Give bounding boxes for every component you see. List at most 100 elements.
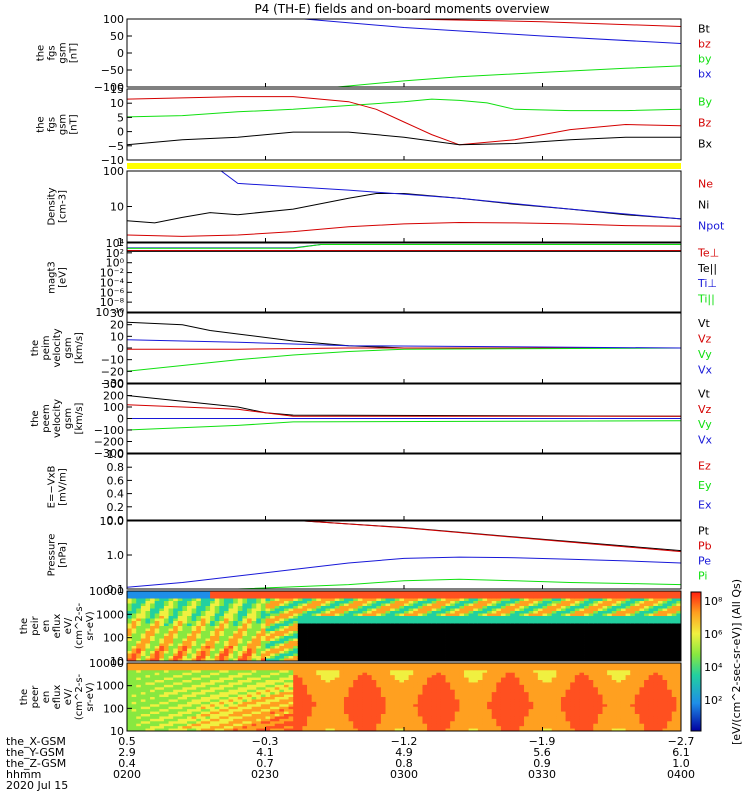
heatmap-cell [542, 656, 548, 659]
heatmap-cell [667, 658, 673, 662]
heatmap-cell [353, 694, 359, 698]
heatmap-cell [140, 613, 146, 617]
heatmap-cell [251, 658, 257, 662]
heatmap-cell [196, 658, 202, 662]
heatmap-cell [293, 721, 299, 725]
heatmap-cell [214, 603, 220, 607]
heatmap-cell [528, 656, 534, 659]
heatmap-cell [482, 601, 488, 604]
heatmap-cell [570, 591, 576, 594]
heatmap-cell [653, 656, 659, 659]
heatmap-cell [187, 638, 193, 642]
heatmap-cell [311, 638, 317, 642]
heatmap-cell [385, 656, 391, 659]
heatmap-cell [440, 591, 446, 594]
heatmap-cell [607, 631, 613, 634]
heatmap-cell [283, 723, 289, 727]
heatmap-cell [390, 593, 396, 597]
heatmap-cell [537, 618, 543, 622]
heatmap-cell [339, 670, 345, 674]
heatmap-cell [237, 714, 243, 717]
heatmap-cell [560, 651, 566, 654]
heatmap-cell [173, 641, 179, 644]
heatmap-cell [214, 616, 220, 619]
heatmap-cell [182, 680, 188, 683]
heatmap-cell [196, 616, 202, 619]
heatmap-cell [163, 603, 169, 607]
heatmap-cell [187, 672, 193, 676]
heatmap-cell [371, 641, 377, 644]
heatmap-cell [182, 687, 188, 691]
heatmap-cell [182, 694, 188, 698]
heatmap-cell [570, 623, 576, 627]
heatmap-cell [385, 596, 391, 599]
heatmap-cell [279, 692, 285, 695]
heatmap-cell [514, 591, 520, 594]
heatmap-cell [574, 596, 580, 599]
heatmap-cell [260, 665, 266, 669]
heatmap-cell [343, 726, 349, 729]
heatmap-cell [150, 611, 156, 614]
heatmap-cell [537, 608, 543, 612]
heatmap-cell [334, 598, 340, 602]
heatmap-cell [168, 636, 174, 639]
heatmap-cell [136, 643, 142, 647]
heatmap-cell [676, 616, 682, 619]
heatmap-cell [270, 716, 276, 720]
heatmap-cell [131, 643, 137, 647]
heatmap-cell [136, 653, 142, 657]
heatmap-cell [283, 636, 289, 639]
heatmap-cell [173, 613, 179, 617]
heatmap-cell [611, 628, 617, 632]
heatmap-cell [376, 633, 382, 637]
heatmap-cell [334, 648, 340, 652]
heatmap-cell [316, 593, 322, 597]
heatmap-cell [320, 687, 326, 691]
heatmap-cell [307, 665, 313, 669]
heatmap-cell [293, 677, 299, 681]
heatmap-cell [196, 598, 202, 602]
heatmap-cell [547, 633, 553, 637]
heatmap-cell [339, 721, 345, 725]
heatmap-cell [159, 598, 165, 602]
heatmap-cell [427, 631, 433, 634]
heatmap-cell [270, 638, 276, 642]
heatmap-cell [145, 714, 151, 717]
heatmap-cell [616, 618, 622, 622]
heatmap-cell [237, 675, 243, 678]
heatmap-cell [288, 672, 294, 676]
heatmap-cell [570, 656, 576, 659]
heatmap-cell [648, 638, 654, 642]
heatmap-cell [408, 598, 414, 602]
heatmap-cell [233, 709, 239, 712]
heatmap-cell [556, 611, 562, 614]
heatmap-cell [177, 714, 183, 717]
heatmap-cell [464, 656, 470, 659]
heatmap-cell [519, 613, 525, 617]
heatmap-cell [348, 648, 354, 652]
heatmap-cell [270, 667, 276, 671]
heatmap-cell [163, 648, 169, 652]
heatmap-cell [394, 648, 400, 652]
heatmap-cell [140, 694, 146, 698]
heatmap-cell [390, 633, 396, 637]
heatmap-cell [210, 628, 216, 632]
heatmap-cell [311, 711, 317, 715]
heatmap-cell [223, 663, 229, 666]
heatmap-cell [477, 626, 483, 629]
heatmap-cell [293, 704, 299, 708]
heatmap-cell [339, 633, 345, 637]
heatmap-cell [579, 601, 585, 604]
heatmap-cell [473, 633, 479, 637]
heatmap-cell [182, 711, 188, 715]
heatmap-cell [219, 623, 225, 627]
heatmap-cell [519, 603, 525, 607]
heatmap-cell [311, 636, 317, 639]
heatmap-cell [140, 709, 146, 712]
heatmap-cell [431, 591, 437, 594]
heatmap-cell [662, 618, 668, 622]
heatmap-cell [219, 601, 225, 604]
tick-label: −100 [94, 424, 124, 437]
heatmap-cell [127, 601, 133, 604]
heatmap-cell [454, 618, 460, 622]
